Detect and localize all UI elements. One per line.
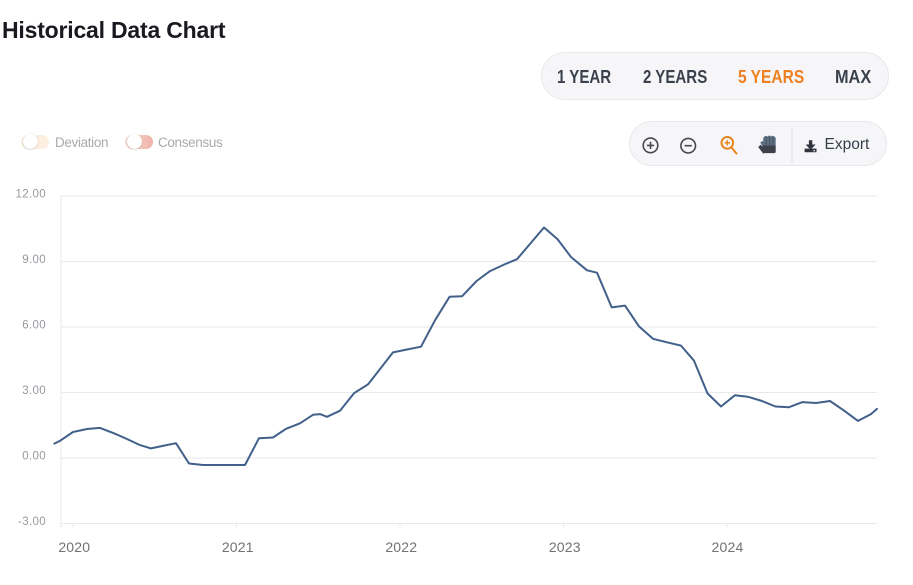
svg-text:3.00: 3.00 — [22, 385, 46, 397]
svg-text:-3.00: -3.00 — [18, 516, 46, 528]
svg-text:0.00: 0.00 — [22, 450, 46, 462]
svg-text:2020: 2020 — [58, 539, 90, 555]
svg-text:2023: 2023 — [549, 539, 581, 555]
svg-text:2022: 2022 — [385, 539, 417, 555]
svg-text:2021: 2021 — [222, 539, 254, 555]
svg-text:6.00: 6.00 — [22, 319, 46, 331]
svg-text:12.00: 12.00 — [15, 188, 46, 200]
svg-text:2024: 2024 — [712, 539, 744, 555]
svg-text:9.00: 9.00 — [22, 254, 46, 266]
